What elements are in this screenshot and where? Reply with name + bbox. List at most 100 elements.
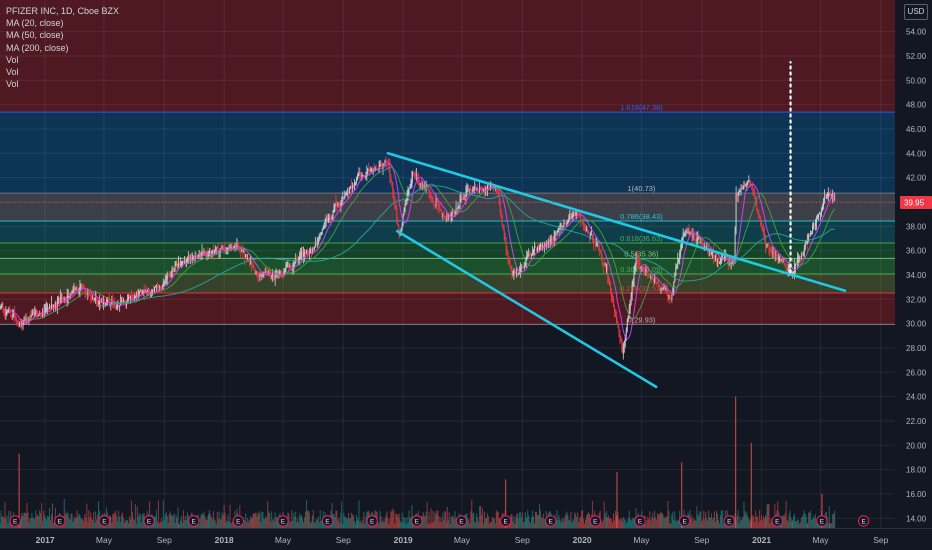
price-tick-label: 38.00 [906,222,927,231]
candle-body [71,290,73,295]
candle-body [252,263,254,266]
volume-bar [223,505,225,528]
candle-body [650,277,652,279]
volume-bar [699,510,701,528]
volume-bar [262,511,264,528]
candle-body [379,164,381,167]
time-tick-label: Sep [157,535,172,545]
volume-bar [788,514,790,528]
candle-body [597,245,599,249]
time-tick-label: 2017 [36,535,55,545]
candle-body [32,311,34,313]
price-axis[interactable]: 54.0052.0050.0048.0046.0044.0042.0040.00… [906,28,927,524]
volume-bar [468,519,470,528]
candle-body [451,211,453,216]
time-tick-label: 2018 [215,535,234,545]
price-tick-label: 34.00 [906,271,927,280]
volume-bar [542,513,544,528]
candle-body [370,169,372,172]
volume-bar [65,511,67,528]
volume-bar [587,512,589,528]
currency-button[interactable]: USD [904,4,928,20]
volume-bar [164,514,166,528]
volume-bar [441,522,443,528]
volume-bar [834,510,836,528]
legend-ma50[interactable]: MA (50, close) [6,30,64,41]
candle-body [794,264,796,266]
volume-bar [675,520,677,528]
candle-body [207,253,209,257]
volume-bar [245,513,247,528]
candle-body [397,218,399,226]
candle-body [643,267,645,272]
candle-body [194,255,196,258]
volume-bar [565,513,567,528]
trendlines[interactable] [386,151,847,389]
candle-body [572,214,574,217]
candle-body [357,172,359,176]
candle-body [473,188,475,190]
volume-bar [608,515,610,528]
volume-bar [86,503,88,528]
candle-body [811,232,813,234]
volume-bar [121,514,123,528]
candle-body [570,214,572,219]
candle-body [386,161,388,163]
volume-bar [429,523,431,528]
candle-body [695,239,697,241]
volume-bar [700,511,702,528]
candle-body [158,287,160,288]
volume-bar [356,515,358,528]
volume-bar [72,521,74,528]
candle-body [730,261,732,264]
volume-bar [154,516,156,528]
volume-spike [821,493,823,528]
candle-body [810,233,812,237]
legend-vol[interactable]: Vol [6,54,19,65]
candle-body [243,251,245,253]
candle-body [344,194,346,198]
candle-body [728,263,730,264]
candle-body [283,271,285,276]
candle-body [640,267,642,268]
candle-body [658,283,660,287]
time-axis[interactable]: 2017 May Sep 2018 May Sep 2019 May Sep 2020 May Sep… [0,528,932,546]
candle-body [485,188,486,192]
volume-bar [784,513,786,528]
legend-ma20[interactable]: MA (20, close) [6,18,64,29]
volume-bar [289,522,291,528]
volume-bar [28,521,30,528]
legend-ma200[interactable]: MA (200, close) [6,42,69,53]
candle-body [110,304,112,307]
candle-body [366,171,368,177]
volume-bar [405,523,407,528]
candle-body [144,291,146,293]
volume-bar [491,516,493,528]
candle-body [718,262,720,264]
volume-bar [233,523,235,528]
volume-bar [604,513,606,528]
candle-body [316,243,318,245]
candle-body [189,257,191,259]
candle-body [2,303,4,309]
candle-body [351,186,353,189]
symbol-title[interactable]: PFIZER INC, 1D, Cboe BZX [6,6,120,16]
legend-vol[interactable]: Vol [6,79,19,90]
volume-bar [484,511,486,528]
candle-body [455,208,457,211]
volume-bar [155,510,157,528]
legend-vol[interactable]: Vol [6,67,19,78]
candle-body [668,295,670,297]
volume-bar [383,522,385,528]
volume-bar [720,510,722,528]
volume-bar [221,512,223,528]
candle-body [487,186,488,191]
candle-body [513,270,515,273]
candle-body [547,240,549,245]
candle-body [784,264,786,267]
volume-bar [357,518,359,528]
candle-body [259,273,261,277]
candle-body [605,264,607,268]
